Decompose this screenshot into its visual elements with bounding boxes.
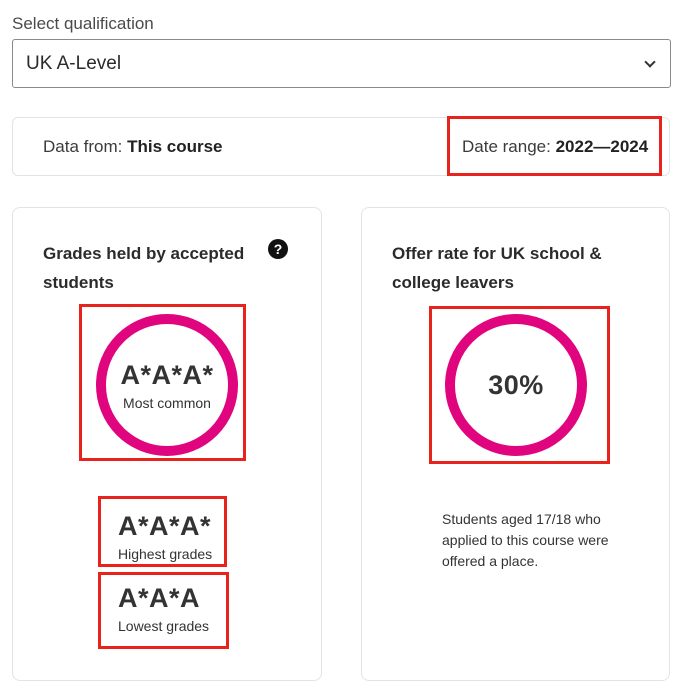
highlight-lowest-grades — [98, 572, 229, 649]
date-range: Date range: 2022—2024 — [462, 137, 648, 157]
most-common-grade: A*A*A* — [120, 359, 214, 390]
offer-rate-value: 30% — [488, 369, 544, 400]
qualification-select[interactable]: UK A-Level — [12, 39, 671, 88]
offer-rate-description: Students aged 17/18 who applied to this … — [442, 511, 609, 569]
highlight-offer-rate — [429, 306, 610, 464]
offer-rate-ring: 30% — [445, 314, 587, 456]
highest-grade-value: A*A*A* — [118, 511, 212, 541]
lowest-grades: A*A*A Lowest grades — [118, 583, 244, 634]
offer-rate-title: Offer rate for UK school & college leave… — [392, 244, 602, 292]
lowest-grade-label: Lowest grades — [118, 618, 210, 634]
most-common-label: Most common — [123, 394, 211, 411]
most-common-ring: A*A*A* Most common — [96, 314, 238, 456]
highest-grade-label: Highest grades — [118, 546, 213, 562]
highest-grades: A*A*A* Highest grades — [118, 511, 244, 562]
data-source-bar: Data from: This course Date range: 2022—… — [12, 117, 670, 176]
chevron-down-icon — [644, 56, 656, 68]
highlight-most-common — [79, 304, 246, 461]
date-range-value: 2022—2024 — [555, 137, 649, 156]
offer-rate-card: Offer rate for UK school & college leave… — [361, 207, 670, 681]
data-from-value: This course — [127, 137, 223, 156]
help-icon[interactable]: ? — [268, 239, 288, 259]
data-from-label: Data from: — [43, 137, 123, 156]
grades-card: Grades held by accepted students ? A*A*A… — [12, 207, 322, 681]
qualification-selected-value: UK A-Level — [26, 52, 122, 74]
date-range-label: Date range: — [462, 137, 551, 156]
highlight-date-range — [447, 116, 662, 176]
highlight-highest-grades — [98, 496, 227, 567]
qualification-select-label: Select qualification — [12, 14, 154, 33]
data-from: Data from: This course — [43, 137, 223, 157]
lowest-grade-value: A*A*A — [118, 583, 201, 613]
grades-card-title: Grades held by accepted students — [43, 244, 245, 292]
